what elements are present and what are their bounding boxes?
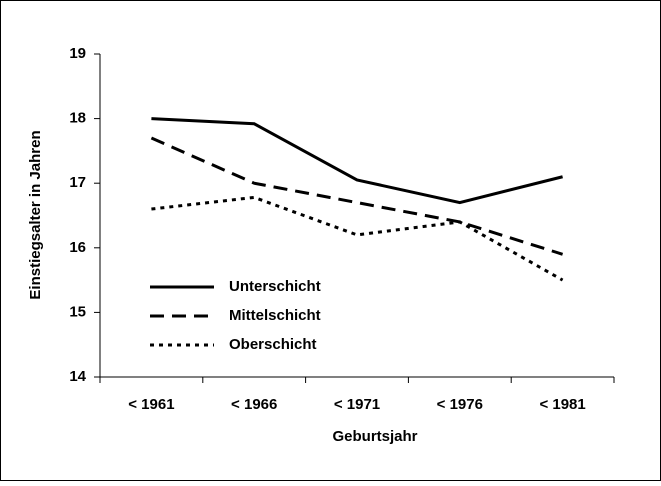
legend-label: Unterschicht	[229, 278, 321, 295]
x-tick-label: < 1961	[128, 396, 174, 413]
y-tick-label: 17	[69, 174, 86, 191]
y-tick-label: 14	[69, 368, 86, 385]
legend-label: Oberschicht	[229, 336, 317, 353]
series-line	[150, 136, 564, 256]
y-tick-label: 15	[69, 303, 86, 320]
x-tick-label: < 1971	[334, 396, 380, 413]
y-tick-label: 16	[69, 239, 86, 256]
y-tick-label: 18	[69, 110, 86, 127]
y-tick-label: 19	[69, 45, 86, 62]
legend-label: Mittelschicht	[229, 307, 321, 324]
y-axis-label: Einstiegsalter in Jahren	[27, 130, 44, 299]
x-tick-label: < 1966	[231, 396, 277, 413]
series-line	[151, 117, 563, 205]
x-axis-label: Geburtsjahr	[332, 428, 417, 445]
x-tick-label: < 1981	[539, 396, 585, 413]
x-tick-label: < 1976	[437, 396, 483, 413]
